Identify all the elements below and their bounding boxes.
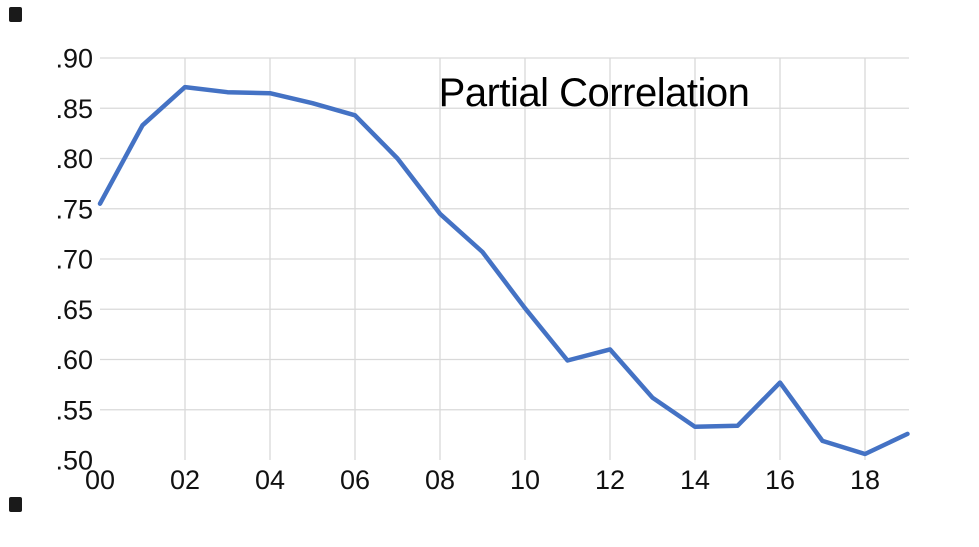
chart-title: Partial Correlation bbox=[438, 71, 750, 115]
gridlines bbox=[100, 57, 909, 460]
x-tick-label: 06 bbox=[340, 465, 370, 495]
x-tick-label: 08 bbox=[425, 465, 455, 495]
y-tick-label: .55 bbox=[55, 395, 93, 425]
data-series bbox=[97, 84, 910, 457]
y-tick-label: .60 bbox=[55, 345, 93, 375]
y-tick-label: .70 bbox=[55, 245, 93, 275]
x-axis-tick-labels: 00 02 04 06 08 10 12 14 16 18 bbox=[85, 465, 880, 495]
y-tick-label: .80 bbox=[55, 144, 93, 174]
partial-correlation-line bbox=[97, 84, 910, 457]
y-tick-label: .75 bbox=[55, 194, 93, 224]
x-tick-label: 00 bbox=[85, 465, 115, 495]
corner-mark-bottom-left bbox=[9, 497, 22, 512]
y-tick-label: .90 bbox=[55, 44, 93, 74]
y-axis-tick-labels: .90 .85 .80 .75 .70 .65 .60 .55 .50 bbox=[55, 44, 93, 476]
y-tick-label: .50 bbox=[55, 446, 93, 476]
x-tick-label: 10 bbox=[510, 465, 540, 495]
x-tick-label: 12 bbox=[595, 465, 625, 495]
x-tick-label: 14 bbox=[680, 465, 710, 495]
x-tick-label: 04 bbox=[255, 465, 285, 495]
y-tick-label: .85 bbox=[55, 94, 93, 124]
x-tick-label: 16 bbox=[765, 465, 795, 495]
y-tick-label: .65 bbox=[55, 295, 93, 325]
corner-mark-top-left bbox=[9, 7, 22, 22]
x-tick-label: 02 bbox=[170, 465, 200, 495]
x-tick-label: 18 bbox=[850, 465, 880, 495]
